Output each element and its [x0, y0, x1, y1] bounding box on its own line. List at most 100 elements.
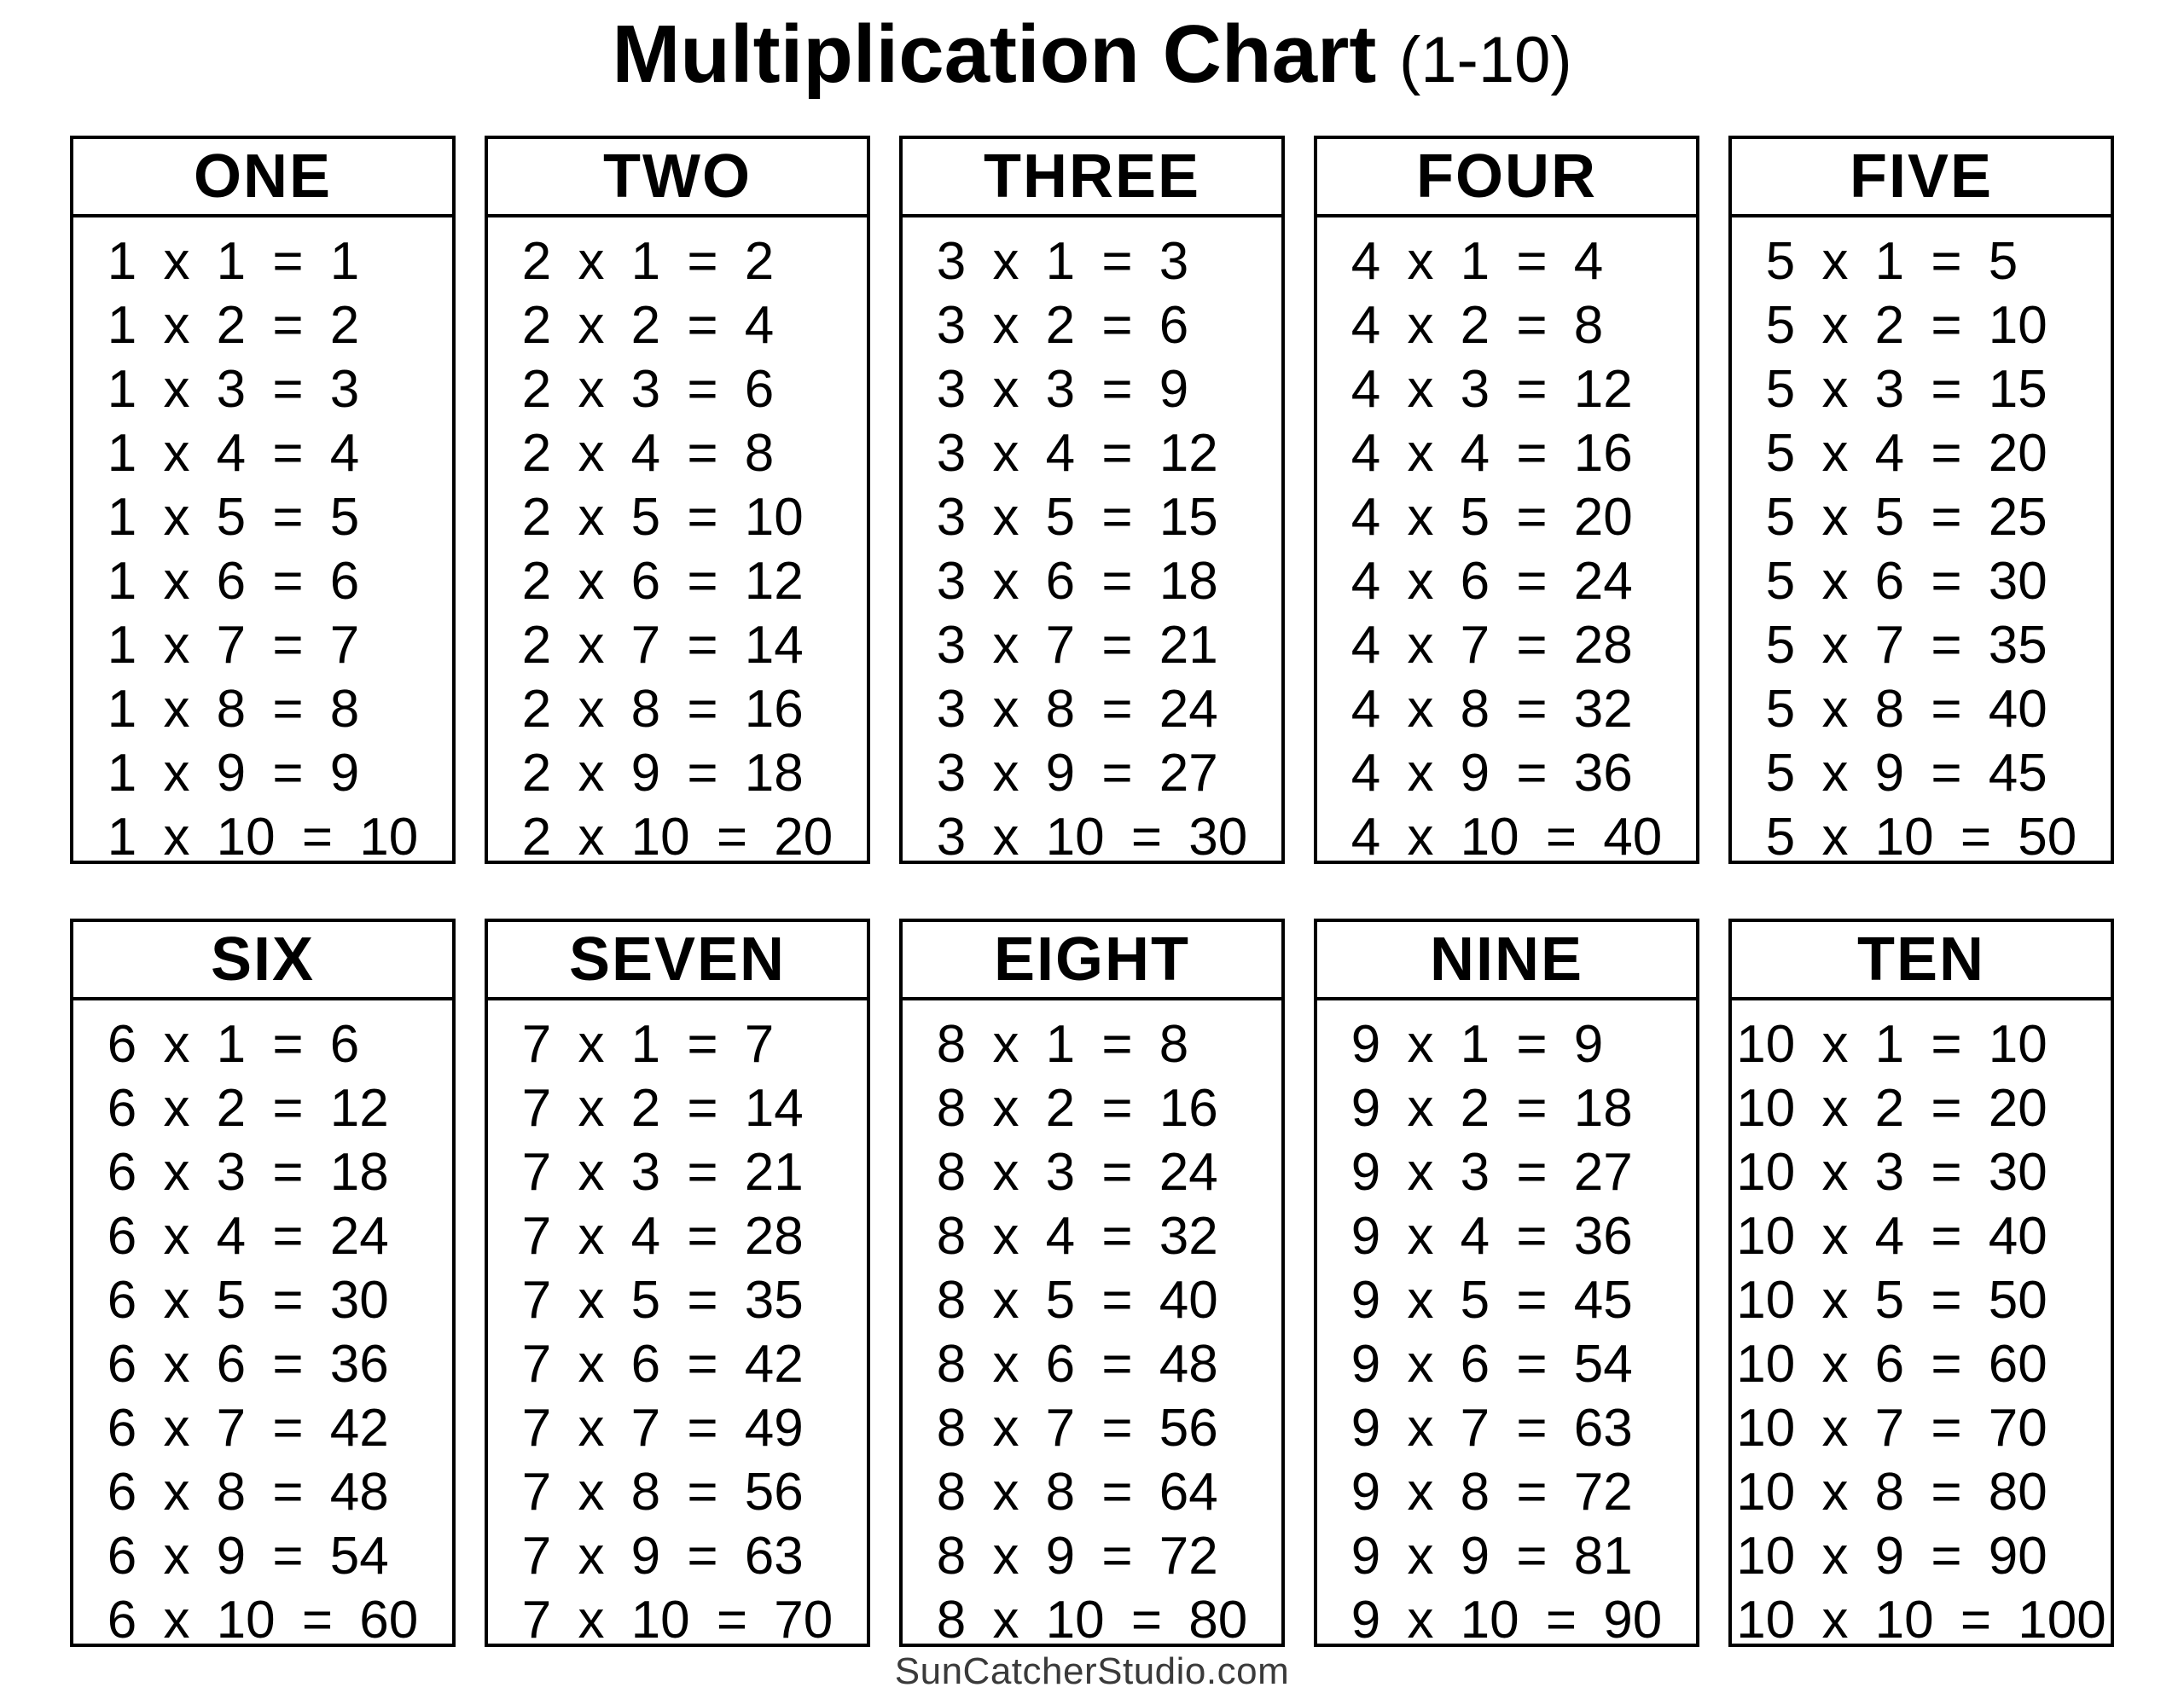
fact-row: 2 x 1 = 2 — [521, 232, 775, 291]
fact-row: 5 x 4 = 20 — [1765, 424, 2048, 483]
fact-row: 4 x 2 = 8 — [1350, 296, 1604, 355]
fact-row: 9 x 10 = 90 — [1350, 1591, 1663, 1650]
page-title-range: (1-10) — [1398, 24, 1572, 96]
fact-row: 9 x 4 = 36 — [1350, 1207, 1633, 1266]
fact-row: 5 x 9 = 45 — [1765, 744, 2048, 803]
fact-row: 6 x 8 = 48 — [107, 1463, 389, 1522]
fact-row: 9 x 2 = 18 — [1350, 1079, 1633, 1138]
fact-row: 3 x 5 = 15 — [936, 488, 1218, 547]
fact-row: 9 x 5 = 45 — [1350, 1271, 1633, 1330]
table-title: SIX — [73, 922, 452, 1000]
fact-row: 9 x 9 = 81 — [1350, 1527, 1633, 1586]
fact-row: 7 x 2 = 14 — [521, 1079, 804, 1138]
fact-row: 10 x 2 = 20 — [1736, 1079, 2048, 1138]
fact-row: 4 x 6 = 24 — [1350, 552, 1633, 611]
fact-row: 10 x 7 = 70 — [1736, 1399, 2048, 1458]
fact-row: 2 x 2 = 4 — [521, 296, 775, 355]
fact-row: 7 x 10 = 70 — [521, 1591, 834, 1650]
fact-row: 9 x 6 = 54 — [1350, 1335, 1633, 1394]
fact-row: 7 x 9 = 63 — [521, 1527, 804, 1586]
fact-row: 5 x 2 = 10 — [1765, 296, 2048, 355]
fact-row: 6 x 3 = 18 — [107, 1143, 389, 1202]
fact-row: 10 x 1 = 10 — [1736, 1015, 2048, 1074]
fact-row: 2 x 8 = 16 — [521, 680, 804, 739]
fact-row: 7 x 4 = 28 — [521, 1207, 804, 1266]
fact-row: 5 x 8 = 40 — [1765, 680, 2048, 739]
fact-row: 3 x 1 = 3 — [936, 232, 1189, 291]
fact-row: 3 x 9 = 27 — [936, 744, 1218, 803]
table-title: THREE — [903, 139, 1281, 217]
fact-row: 8 x 5 = 40 — [936, 1271, 1218, 1330]
fact-row: 1 x 3 = 3 — [107, 360, 360, 419]
fact-row: 6 x 1 = 6 — [107, 1015, 360, 1074]
table-body: 10 x 1 = 10 10 x 2 = 20 10 x 3 = 30 10 x 4 … — [1732, 1000, 2111, 1652]
fact-row: 2 x 10 = 20 — [521, 808, 834, 867]
fact-row: 7 x 3 = 21 — [521, 1143, 804, 1202]
fact-row: 3 x 2 = 6 — [936, 296, 1189, 355]
table-title: SEVEN — [488, 922, 867, 1000]
fact-row: 6 x 7 = 42 — [107, 1399, 389, 1458]
fact-row: 3 x 8 = 24 — [936, 680, 1218, 739]
fact-row: 4 x 4 = 16 — [1350, 424, 1633, 483]
table-title: EIGHT — [903, 922, 1281, 1000]
fact-row: 9 x 8 = 72 — [1350, 1463, 1633, 1522]
fact-row: 6 x 5 = 30 — [107, 1271, 389, 1330]
fact-row: 6 x 10 = 60 — [107, 1591, 419, 1650]
table-title: TWO — [488, 139, 867, 217]
fact-row: 3 x 6 = 18 — [936, 552, 1218, 611]
table-card-ten: TEN 10 x 1 = 10 10 x 2 = 20 10 x 3 = 30 10 … — [1728, 919, 2114, 1650]
table-title: NINE — [1317, 922, 1696, 1000]
fact-row: 9 x 1 = 9 — [1350, 1015, 1604, 1074]
fact-row: 7 x 8 = 56 — [521, 1463, 804, 1522]
fact-row: 3 x 4 = 12 — [936, 424, 1218, 483]
fact-row: 3 x 10 = 30 — [936, 808, 1248, 867]
fact-row: 2 x 7 = 14 — [521, 616, 804, 675]
fact-row: 9 x 3 = 27 — [1350, 1143, 1633, 1202]
fact-row: 4 x 1 = 4 — [1350, 232, 1604, 291]
fact-row: 4 x 10 = 40 — [1350, 808, 1663, 867]
fact-row: 7 x 5 = 35 — [521, 1271, 804, 1330]
table-title: FOUR — [1317, 139, 1696, 217]
fact-row: 2 x 5 = 10 — [521, 488, 804, 547]
fact-row: 6 x 2 = 12 — [107, 1079, 389, 1138]
fact-row: 8 x 3 = 24 — [936, 1143, 1218, 1202]
fact-row: 2 x 3 = 6 — [521, 360, 775, 419]
fact-row: 10 x 4 = 40 — [1736, 1207, 2048, 1266]
fact-row: 2 x 9 = 18 — [521, 744, 804, 803]
fact-row: 4 x 7 = 28 — [1350, 616, 1633, 675]
fact-row: 6 x 9 = 54 — [107, 1527, 389, 1586]
fact-row: 1 x 7 = 7 — [107, 616, 360, 675]
fact-row: 7 x 6 = 42 — [521, 1335, 804, 1394]
fact-row: 5 x 6 = 30 — [1765, 552, 2048, 611]
fact-row: 10 x 10 = 100 — [1736, 1591, 2106, 1650]
fact-row: 5 x 10 = 50 — [1765, 808, 2077, 867]
fact-row: 8 x 7 = 56 — [936, 1399, 1218, 1458]
fact-row: 5 x 5 = 25 — [1765, 488, 2048, 547]
fact-row: 6 x 6 = 36 — [107, 1335, 389, 1394]
fact-row: 4 x 9 = 36 — [1350, 744, 1633, 803]
fact-row: 5 x 7 = 35 — [1765, 616, 2048, 675]
fact-row: 8 x 9 = 72 — [936, 1527, 1218, 1586]
fact-row: 10 x 5 = 50 — [1736, 1271, 2048, 1330]
fact-row: 8 x 10 = 80 — [936, 1591, 1248, 1650]
fact-row: 1 x 10 = 10 — [107, 808, 419, 867]
table-title: FIVE — [1732, 139, 2111, 217]
